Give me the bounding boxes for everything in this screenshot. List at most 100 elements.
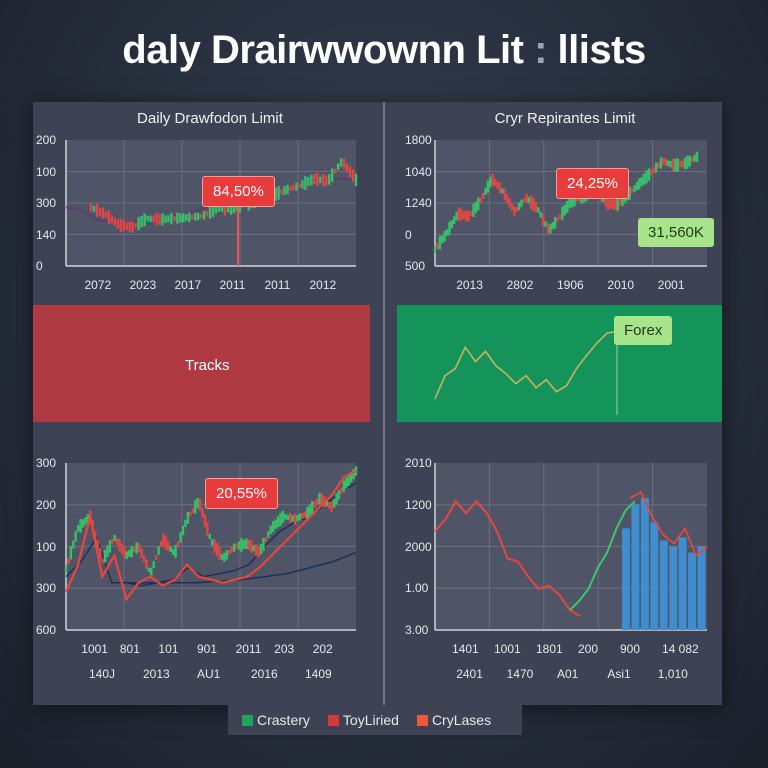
- candle: [304, 176, 307, 190]
- candle: [274, 519, 277, 529]
- bar: [631, 504, 640, 630]
- candle: [264, 537, 268, 542]
- candle: [606, 196, 610, 211]
- x-tick-label: 2072: [84, 278, 112, 292]
- candle: [92, 205, 96, 212]
- bar: [650, 522, 659, 630]
- x-tick-label: 901: [197, 642, 218, 656]
- candle: [469, 211, 473, 216]
- candle: [111, 538, 114, 545]
- candle: [196, 497, 199, 509]
- candle: [157, 546, 160, 555]
- candle: [316, 172, 319, 186]
- candle: [198, 498, 202, 511]
- y-tick-label: 0: [36, 259, 43, 273]
- candle: [465, 210, 468, 221]
- forex-band[interactable]: [397, 305, 722, 422]
- y-tick-label: 2010: [405, 456, 432, 470]
- chart-bottom-right[interactable]: [434, 463, 708, 631]
- candle: [164, 536, 168, 550]
- candle: [611, 199, 615, 210]
- candle: [520, 199, 523, 207]
- legend-item[interactable]: ToyLiried: [327, 712, 399, 728]
- candle: [678, 161, 682, 168]
- candle: [120, 543, 124, 555]
- tracks-label: Tracks: [185, 357, 230, 374]
- candle: [493, 178, 497, 187]
- candle: [283, 185, 286, 195]
- candle: [474, 201, 478, 213]
- candle: [107, 210, 111, 224]
- candle: [301, 513, 304, 519]
- candle: [232, 203, 236, 214]
- candle: [154, 555, 158, 560]
- chart-bottom-left[interactable]: [64, 463, 358, 631]
- candle: [354, 173, 358, 187]
- bar: [688, 552, 697, 630]
- candle: [573, 192, 576, 207]
- candle: [125, 551, 129, 559]
- candle: [208, 533, 211, 540]
- candle: [657, 162, 660, 169]
- x-tick-label: 2013: [456, 278, 483, 292]
- candle: [553, 216, 557, 229]
- x-tick-label: 1401: [452, 642, 479, 656]
- candle: [167, 541, 170, 551]
- chart-title-daily: Daily Drawfodon Limit: [137, 110, 283, 127]
- x-tick-label: 202: [312, 642, 333, 656]
- candle: [252, 545, 255, 552]
- legend-item[interactable]: Crastery: [242, 712, 310, 728]
- legend-label: Crastery: [257, 712, 310, 728]
- candle: [453, 216, 456, 225]
- candle: [220, 554, 224, 560]
- candle: [95, 203, 99, 217]
- divider: [383, 102, 385, 705]
- series-line-crylases-top: [629, 490, 708, 558]
- x-tick-label: 900: [620, 642, 641, 656]
- candle: [563, 204, 566, 216]
- candle: [113, 217, 117, 226]
- candle: [86, 514, 90, 523]
- y-tick-label: 1.00: [405, 581, 429, 596]
- candle: [433, 245, 437, 253]
- candle: [298, 513, 302, 521]
- candle: [642, 173, 646, 185]
- candle: [561, 206, 564, 221]
- candle: [150, 567, 153, 576]
- candle: [162, 533, 165, 547]
- y-tick-label: 100: [36, 539, 57, 554]
- candle: [215, 542, 219, 557]
- x-tick-label: 1409: [305, 667, 332, 681]
- candle: [683, 157, 687, 170]
- title-main: daly Drairwwownn Lit: [122, 28, 524, 72]
- x-tick-label: 801: [119, 642, 140, 656]
- candle: [281, 510, 285, 524]
- candle: [208, 205, 212, 219]
- candle: [128, 549, 131, 557]
- candle: [472, 203, 475, 217]
- forex-label: Forex: [614, 316, 673, 345]
- candle: [342, 158, 346, 170]
- y-tick-label: 300: [36, 581, 57, 596]
- x-tick-label: 101: [158, 642, 179, 656]
- y-tick-label: 200: [36, 133, 57, 147]
- x-tick-label: Asi1: [607, 667, 631, 681]
- tracks-band[interactable]: Tracks: [33, 305, 370, 422]
- candle: [223, 552, 226, 562]
- candle: [541, 212, 545, 226]
- candle: [245, 538, 248, 549]
- bar: [659, 540, 668, 630]
- callout-bottom-left: 20,55%: [205, 478, 278, 509]
- candle: [284, 513, 287, 520]
- candle: [515, 207, 518, 212]
- candle: [115, 538, 119, 546]
- candle: [98, 548, 102, 560]
- candle: [84, 517, 87, 525]
- legend-item[interactable]: CryLases: [416, 712, 491, 728]
- candle: [318, 492, 321, 505]
- y-tick-label: 500: [405, 259, 426, 273]
- series-line-crylases: [434, 499, 581, 617]
- candle: [191, 508, 194, 513]
- chart-crypto[interactable]: [433, 140, 707, 267]
- candle: [223, 202, 227, 216]
